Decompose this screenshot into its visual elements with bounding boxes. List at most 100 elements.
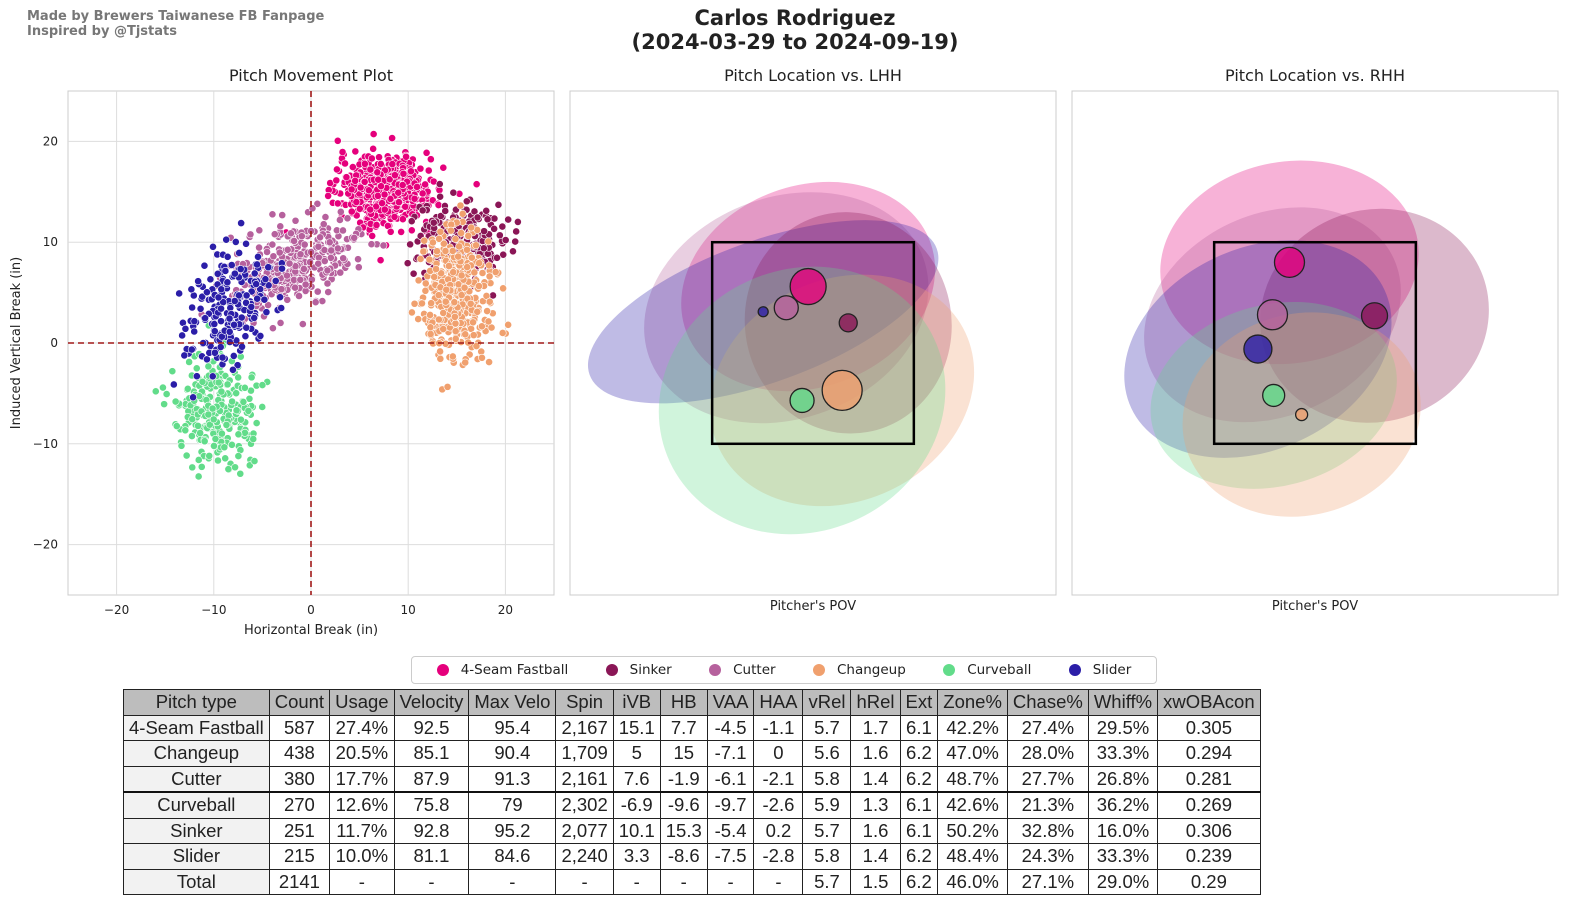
table-cell: 0.281 [1157,765,1261,793]
scatter-point [460,283,469,292]
scatter-point [436,227,445,236]
scatter-point [232,389,241,398]
scatter-point [254,252,262,261]
x-tick-label: −20 [104,603,129,617]
table-cell: -7.5 [706,843,755,870]
scatter-point [216,343,225,351]
scatter-point [414,276,423,285]
scatter-point [291,283,299,292]
scatter-point [276,293,284,302]
mean-location-marker [789,267,827,306]
table-cell: - [753,868,804,895]
scatter-point [311,298,320,307]
table-row: Slider 215 10.0% 81.1 84.6 2,240 3.3 -8.6 -7.5 -2… [123,843,1261,870]
scatter-point [187,345,196,354]
scatter-point [364,186,373,195]
scatter-point [478,269,487,277]
scatter-point [456,201,465,210]
scatter-point [390,212,399,221]
table-cell: 29.0% [1087,868,1159,895]
table-cell: 48.7% [937,765,1008,793]
table-cell: 50.2% [937,817,1008,844]
table-row: Curveball 270 12.6% 75.8 79 2,302 -6.9 -9.6 -9.7… [123,791,1261,819]
scatter-point [410,299,419,308]
table-cell: 16.0% [1087,817,1159,844]
scatter-point [321,213,330,221]
table-cell: 0.29 [1157,868,1261,895]
table-cell: 5.9 [802,791,852,819]
table-cell: 20.5% [329,740,395,767]
scatter-point [194,277,203,286]
scatter-point [296,250,305,259]
table-cell: 11.7% [329,817,395,844]
table-cell: - [555,868,614,895]
scatter-point [395,198,403,207]
scatter-point [483,307,492,315]
scatter-point [151,387,160,396]
scatter-point [301,280,310,289]
scatter-point [188,463,197,472]
scatter-point [298,320,307,328]
scatter-point [416,164,425,173]
scatter-point [441,297,450,306]
table-cell: 5.6 [802,740,852,767]
scatter-point [436,347,444,356]
scatter-point [475,259,484,268]
scatter-point [258,381,267,389]
scatter-point [217,429,226,438]
table-cell: - [706,868,755,895]
table-cell: 5.7 [802,714,852,741]
scatter-point [374,191,382,200]
scatter-point [204,362,213,371]
scatter-point [239,398,248,406]
scatter-point [338,148,347,156]
table-cell: - [612,868,661,895]
table-cell: 28.0% [1006,740,1089,767]
table-cell: -9.6 [659,791,708,819]
legend-item: Cutter [709,662,776,678]
scatter-point [188,415,197,424]
scatter-point [428,238,437,247]
scatter-point [242,323,251,332]
column-header: iVB [612,689,661,716]
table-cell: -2.1 [753,765,804,793]
scatter-point [307,275,316,284]
table-cell: 251 [268,817,331,844]
scatter-point [245,394,254,403]
x-tick-label: 20 [498,603,513,617]
table-cell: 2,167 [555,714,614,741]
scatter-point [182,451,191,460]
scatter-point [325,238,334,247]
scatter-point [300,240,309,249]
scatter-point [234,452,243,460]
scatter-point [472,342,481,350]
scatter-point [253,294,262,303]
scatter-point [443,382,452,391]
table-cell: 2,302 [555,791,614,819]
scatter-point [190,317,199,326]
scatter-point [450,298,459,307]
scatter-point [283,271,291,280]
scatter-point [339,254,348,263]
legend-item: 4-Seam Fastball [436,662,568,678]
scatter-point [463,245,471,254]
scatter-point [313,199,322,208]
scatter-point [196,429,205,437]
scatter-point [194,456,203,464]
column-header: Chase% [1006,689,1089,716]
scatter-point [448,352,457,361]
scatter-point [197,462,206,471]
scatter-point [439,309,448,317]
table-cell: 12.6% [329,791,395,819]
scatter-point [242,239,250,248]
scatter-point [478,353,486,362]
table-cell: 270 [268,791,331,819]
scatter-point [306,258,314,267]
scatter-point [200,261,209,270]
scatter-point [160,400,169,409]
scatter-point [276,319,285,327]
scatter-point [491,268,500,276]
table-cell: 6.1 [899,714,939,741]
column-header: Whiff% [1087,689,1159,716]
scatter-point [172,422,181,430]
